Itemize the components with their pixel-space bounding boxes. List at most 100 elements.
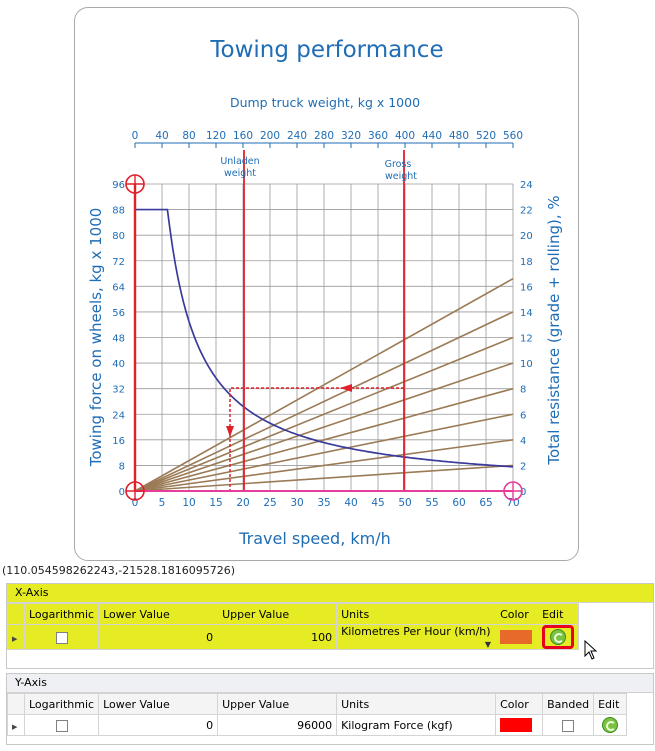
col-logarithmic[interactable]: Logarithmic bbox=[23, 603, 100, 625]
bottom-tick-label: 50 bbox=[398, 497, 411, 509]
unladen-label: Unladen bbox=[220, 156, 259, 167]
resistance-line bbox=[134, 439, 514, 492]
towing-force-curve bbox=[135, 208, 514, 468]
left-tick-label: 72 bbox=[112, 257, 125, 268]
lower-value-cell[interactable]: 0 bbox=[98, 714, 219, 736]
right-tick-label: 0 bbox=[520, 487, 526, 498]
units-select[interactable]: Kilometres Per Hour (km/h) ▼ bbox=[336, 624, 497, 650]
left-tick-label: 88 bbox=[112, 206, 125, 217]
col-edit[interactable]: Edit bbox=[593, 693, 628, 715]
resistance-line bbox=[134, 277, 514, 492]
towing-chart[interactable]: Towing performance Dump truck weight, kg … bbox=[0, 0, 655, 562]
col-units[interactable]: Units bbox=[336, 603, 497, 625]
mouse-cursor-icon bbox=[584, 640, 598, 660]
col-color[interactable]: Color bbox=[495, 603, 539, 625]
right-tick-label: 20 bbox=[520, 231, 533, 242]
x-axis-group: X-Axis Logarithmic Lower Value Upper Val… bbox=[6, 583, 654, 669]
bottom-tick-label: 30 bbox=[290, 497, 303, 509]
y-axis-table: Logarithmic Lower Value Upper Value Unit… bbox=[7, 693, 628, 736]
top-tick-label: 480 bbox=[449, 130, 469, 142]
logarithmic-checkbox[interactable] bbox=[55, 631, 68, 644]
edit-refresh-icon[interactable] bbox=[550, 629, 567, 645]
top-tick-label: 240 bbox=[287, 130, 307, 142]
color-cell[interactable] bbox=[495, 624, 539, 650]
col-units[interactable]: Units bbox=[336, 693, 497, 715]
right-tick-label: 8 bbox=[520, 385, 526, 396]
cursor-coordinates: (110.054598262243,-21528.1816095726) bbox=[2, 564, 235, 577]
bottom-tick-label: 0 bbox=[132, 497, 139, 509]
left-tick-label: 96 bbox=[112, 180, 125, 191]
top-tick-label: 400 bbox=[395, 130, 415, 142]
row-header-corner bbox=[7, 603, 25, 625]
col-color[interactable]: Color bbox=[495, 693, 544, 715]
guide-arrow-left bbox=[340, 384, 352, 392]
color-swatch[interactable] bbox=[500, 718, 533, 732]
unladen-label: weight bbox=[224, 168, 256, 179]
logarithmic-cell[interactable] bbox=[23, 714, 100, 736]
bottom-tick-label: 65 bbox=[479, 497, 492, 509]
color-swatch[interactable] bbox=[500, 630, 533, 644]
row-indicator[interactable]: ▶ bbox=[7, 714, 25, 736]
right-tick-label: 4 bbox=[520, 436, 526, 447]
col-banded[interactable]: Banded bbox=[542, 693, 595, 715]
gross-label: Gross bbox=[385, 159, 412, 170]
top-tick-label: 440 bbox=[422, 130, 442, 142]
col-upper-value[interactable]: Upper Value bbox=[217, 603, 338, 625]
top-tick-label: 80 bbox=[182, 130, 195, 142]
logarithmic-checkbox[interactable] bbox=[55, 719, 68, 732]
left-axis-label: Towing force on wheels, kg x 1000 bbox=[87, 208, 105, 468]
edit-cell[interactable] bbox=[537, 624, 580, 650]
bottom-tick-label: 45 bbox=[371, 497, 384, 509]
color-cell[interactable] bbox=[495, 714, 544, 736]
row-header-corner bbox=[7, 693, 25, 715]
x-axis-title: X-Axis bbox=[7, 584, 653, 603]
bottom-tick-label: 15 bbox=[209, 497, 222, 509]
bottom-tick-label: 55 bbox=[425, 497, 438, 509]
left-tick-label: 8 bbox=[119, 461, 125, 472]
chart-card bbox=[74, 7, 579, 561]
right-tick-label: 24 bbox=[520, 180, 533, 191]
left-tick-label: 32 bbox=[112, 385, 125, 396]
left-tick-label: 64 bbox=[112, 282, 125, 293]
resistance-line bbox=[134, 387, 514, 492]
logarithmic-cell[interactable] bbox=[23, 624, 100, 650]
top-tick-label: 280 bbox=[314, 130, 334, 142]
right-tick-label: 22 bbox=[520, 206, 533, 217]
upper-value-cell[interactable]: 96000 bbox=[217, 714, 338, 736]
edit-refresh-icon[interactable] bbox=[602, 717, 619, 733]
left-tick-label: 24 bbox=[112, 410, 125, 421]
y-axis-title: Y-Axis bbox=[7, 674, 653, 693]
top-axis-label: Dump truck weight, kg x 1000 bbox=[230, 95, 420, 110]
col-upper-value[interactable]: Upper Value bbox=[217, 693, 338, 715]
col-lower-value[interactable]: Lower Value bbox=[98, 603, 219, 625]
col-logarithmic[interactable]: Logarithmic bbox=[23, 693, 100, 715]
upper-value-cell[interactable]: 100 bbox=[217, 624, 338, 650]
top-tick-label: 360 bbox=[368, 130, 388, 142]
banded-cell[interactable] bbox=[542, 714, 595, 736]
col-edit[interactable]: Edit bbox=[537, 603, 580, 625]
left-tick-label: 16 bbox=[112, 436, 125, 447]
left-tick-label: 80 bbox=[112, 231, 125, 242]
resistance-line bbox=[134, 336, 514, 492]
left-tick-label: 48 bbox=[112, 334, 125, 345]
col-lower-value[interactable]: Lower Value bbox=[98, 693, 219, 715]
bottom-tick-label: 5 bbox=[159, 497, 166, 509]
top-tick-label: 320 bbox=[341, 130, 361, 142]
units-value: Kilometres Per Hour (km/h) bbox=[341, 625, 491, 638]
top-tick-label: 160 bbox=[233, 130, 253, 142]
chevron-down-icon[interactable]: ▼ bbox=[484, 640, 492, 649]
chart-title: Towing performance bbox=[209, 37, 443, 63]
bottom-tick-label: 40 bbox=[344, 497, 357, 509]
top-tick-label: 120 bbox=[206, 130, 226, 142]
left-tick-label: 40 bbox=[112, 359, 125, 370]
row-indicator[interactable]: ▶ bbox=[7, 624, 25, 650]
top-tick-label: 520 bbox=[476, 130, 496, 142]
banded-checkbox[interactable] bbox=[562, 719, 575, 732]
edit-cell[interactable] bbox=[593, 714, 628, 736]
right-tick-label: 6 bbox=[520, 410, 526, 421]
y-axis-group: Y-Axis Logarithmic Lower Value Upper Val… bbox=[6, 673, 654, 745]
lower-value-cell[interactable]: 0 bbox=[98, 624, 219, 650]
x-axis-table: Logarithmic Lower Value Upper Value Unit… bbox=[7, 603, 580, 650]
units-cell[interactable]: Kilogram Force (kgf) bbox=[336, 714, 497, 736]
resistance-line bbox=[134, 311, 514, 492]
